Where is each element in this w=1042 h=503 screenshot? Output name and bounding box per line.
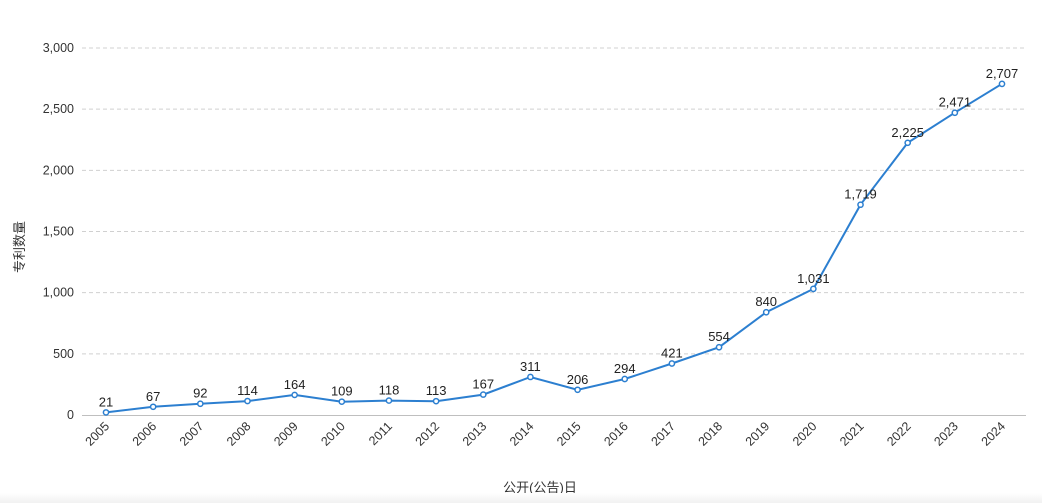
x-tick-label: 2013 [460, 419, 490, 449]
data-label: 840 [755, 294, 777, 309]
x-tick-label: 2019 [743, 419, 773, 449]
data-label: 2,707 [986, 66, 1019, 81]
data-point[interactable] [527, 373, 534, 381]
data-label: 2,225 [891, 125, 924, 140]
data-point[interactable] [291, 391, 298, 399]
data-label: 2,471 [939, 95, 972, 110]
series-layer [102, 80, 1006, 416]
data-point[interactable] [715, 343, 723, 351]
y-tick-label: 500 [53, 347, 74, 361]
x-tick-label: 2011 [366, 419, 395, 448]
data-point[interactable] [574, 386, 581, 394]
x-tick-label: 2015 [554, 419, 584, 449]
data-point[interactable] [149, 403, 157, 411]
x-tick-label: 2009 [271, 419, 301, 449]
data-point[interactable] [668, 360, 676, 367]
data-label: 206 [567, 372, 589, 387]
x-tick-label: 2020 [790, 419, 820, 449]
y-tick-label: 1,500 [43, 225, 74, 239]
x-tick-label: 2021 [837, 419, 867, 449]
gridlines [82, 47, 1026, 355]
x-tick-label: 2017 [648, 419, 678, 449]
data-label: 92 [193, 386, 207, 401]
x-tick-label: 2010 [318, 419, 348, 449]
data-labels: 21 67 92 114 164 109 118 113 167 311 206 294 421 554 8… [99, 66, 1019, 410]
data-label: 554 [708, 329, 730, 344]
data-label: 294 [614, 361, 636, 376]
data-point[interactable] [385, 397, 393, 404]
y-tick-label: 3,000 [43, 41, 74, 55]
data-label: 114 [237, 383, 258, 398]
data-point[interactable] [998, 80, 1006, 88]
x-tick-label: 2008 [224, 419, 254, 449]
x-tick-label: 2016 [601, 419, 631, 449]
data-point[interactable] [432, 397, 440, 405]
data-point[interactable] [904, 139, 912, 147]
x-tick-label: 2012 [413, 419, 443, 449]
x-tick-label: 2024 [979, 419, 1009, 449]
x-axis-ticks: 2005 2006 2007 2008 2009 2010 2011 2012 2013 2014… [83, 419, 1009, 449]
x-tick-label: 2023 [931, 419, 961, 449]
data-point[interactable] [810, 285, 817, 293]
data-label: 109 [331, 384, 353, 399]
x-tick-label: 2018 [696, 419, 726, 449]
data-label: 113 [426, 383, 447, 398]
data-label: 67 [146, 389, 160, 404]
y-tick-label: 0 [67, 408, 74, 422]
data-label: 311 [520, 359, 541, 374]
y-axis-title: 专利数量 [12, 221, 27, 273]
data-label: 118 [379, 383, 400, 398]
x-tick-label: 2005 [83, 419, 113, 449]
data-label: 1,719 [844, 187, 877, 202]
data-point[interactable] [951, 109, 959, 117]
data-point[interactable] [857, 201, 864, 209]
data-point[interactable] [244, 397, 251, 405]
y-tick-label: 2,000 [43, 163, 74, 177]
data-label: 21 [99, 394, 113, 409]
x-axis-title: 公开(公告)日 [503, 480, 577, 495]
y-tick-label: 2,500 [43, 102, 74, 116]
data-point[interactable] [479, 391, 487, 398]
bottom-shadow [0, 493, 1042, 503]
x-tick-label: 2014 [507, 419, 537, 449]
data-point[interactable] [621, 375, 629, 383]
data-point[interactable] [762, 308, 770, 316]
data-point[interactable] [196, 400, 204, 408]
series-line [105, 82, 1003, 414]
y-tick-label: 1,000 [43, 286, 74, 300]
data-label: 167 [472, 377, 494, 392]
x-tick-label: 2006 [130, 419, 160, 449]
x-tick-label: 2007 [177, 419, 207, 449]
data-point[interactable] [338, 398, 346, 406]
x-tick-label: 2022 [884, 419, 914, 449]
data-label: 1,031 [797, 271, 830, 286]
data-label: 421 [661, 345, 683, 360]
data-label: 164 [284, 377, 306, 392]
y-axis-ticks: 0 500 1,000 1,500 2,000 2,500 3,000 [43, 41, 74, 422]
data-point[interactable] [102, 409, 110, 416]
